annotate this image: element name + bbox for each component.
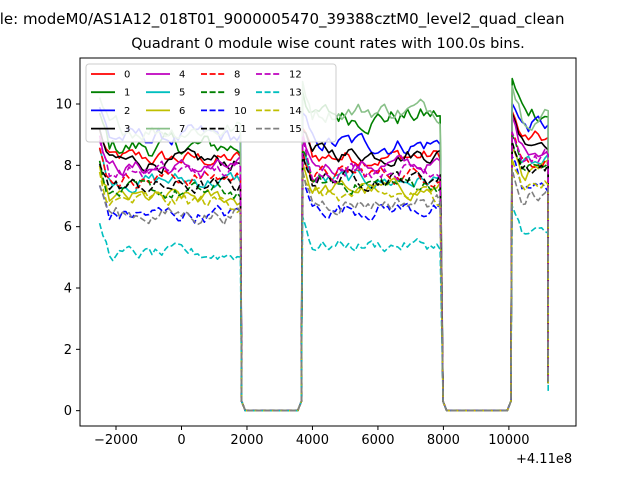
series-line-8 [98, 132, 549, 412]
x-tick-label: 8000 [427, 433, 460, 448]
legend-label-3: 3 [124, 124, 130, 135]
series-line-11 [98, 141, 549, 412]
x-offset-label: +4.11e8 [516, 452, 573, 467]
legend-label-9: 9 [234, 88, 240, 99]
x-tick-label: 0 [177, 433, 185, 448]
x-tick-label: −2000 [94, 433, 138, 448]
legend-label-14: 14 [289, 106, 302, 117]
figure-suptitle: n file: modeM0/AS1A12_018T01_9000005470_… [0, 10, 565, 28]
x-tick-label: 6000 [361, 433, 394, 448]
legend-label-5: 5 [179, 88, 185, 99]
y-tick-label: 4 [64, 282, 72, 297]
chart-title: Quadrant 0 module wise count rates with … [131, 36, 525, 52]
y-tick-label: 8 [64, 159, 72, 174]
legend-label-12: 12 [289, 70, 302, 81]
series-line-13 [98, 205, 549, 412]
y-tick-label: 2 [64, 343, 72, 358]
legend-label-15: 15 [289, 124, 302, 135]
series-line-15 [98, 168, 549, 412]
series-line-9 [98, 134, 549, 412]
legend-label-8: 8 [234, 70, 240, 81]
legend-box [85, 63, 337, 143]
legend-label-6: 6 [179, 106, 185, 117]
legend-label-10: 10 [234, 106, 247, 117]
y-tick-label: 6 [64, 220, 72, 235]
y-tick-label: 0 [64, 404, 72, 419]
legend-label-0: 0 [124, 70, 130, 81]
x-tick-label: 2000 [230, 433, 263, 448]
legend-label-7: 7 [179, 124, 185, 135]
x-tick-label: 10000 [488, 433, 529, 448]
series-line-10 [98, 155, 549, 412]
series-line-12 [98, 131, 549, 412]
legend-label-13: 13 [289, 88, 302, 99]
legend-label-4: 4 [179, 70, 185, 81]
legend-label-1: 1 [124, 88, 130, 99]
series-line-14 [98, 158, 549, 412]
axes-frame [79, 57, 577, 427]
y-tick-label: 10 [55, 98, 72, 113]
x-tick-label: 4000 [296, 433, 329, 448]
legend-label-2: 2 [124, 106, 130, 117]
legend-label-11: 11 [234, 124, 247, 135]
